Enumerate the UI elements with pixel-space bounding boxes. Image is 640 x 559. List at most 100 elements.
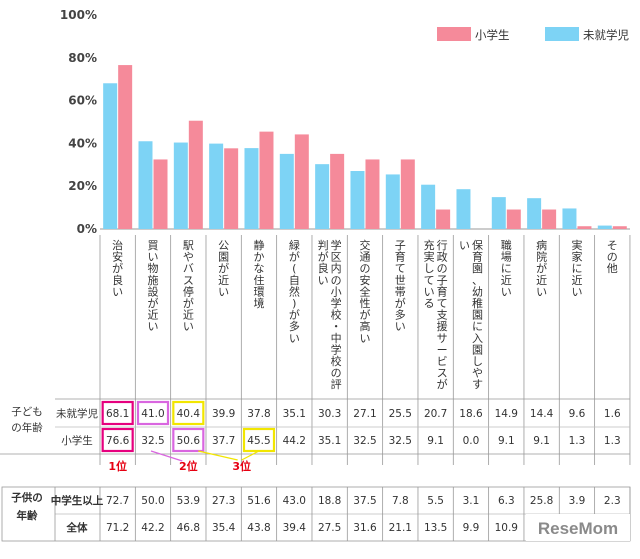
category-label-char: ( (292, 262, 296, 275)
table-cell: 71.2 (106, 522, 129, 534)
category-label-char: 静 (253, 238, 264, 252)
bar-preschool (350, 171, 365, 229)
category-label-char: 、 (472, 274, 483, 287)
category-label-char: の (607, 251, 618, 264)
category-label-char: の (437, 262, 448, 275)
category-label-char: が (395, 296, 406, 310)
category-label-char: 性 (359, 296, 370, 310)
category-label-char: や (183, 251, 194, 264)
category-label-char: ー (437, 343, 448, 356)
category-label-char: 近 (183, 309, 194, 322)
category-label-char: 良 (112, 273, 123, 287)
rank-connector (241, 450, 260, 461)
table-group-label: の年齢 (11, 421, 43, 434)
category-label-char: 園 (472, 262, 483, 275)
category-label-char: の (331, 367, 342, 380)
category-label-char: 物 (147, 261, 158, 275)
category-label-char: い (147, 251, 158, 264)
category-label-char: 評 (331, 377, 342, 391)
table-cell: 68.1 (106, 408, 129, 420)
table-cell: 6.3 (498, 495, 515, 507)
bar-preschool (209, 143, 224, 229)
category-label-char: か (253, 251, 264, 264)
table-cell: 2.3 (604, 495, 621, 507)
category-label-char: し (424, 262, 435, 275)
watermark-background (526, 514, 630, 541)
watermark: ReseMom (526, 514, 630, 541)
table-group-label: 年齢 (17, 509, 38, 522)
table-cell: 21.1 (389, 522, 412, 534)
category-label-char: 交 (359, 238, 370, 252)
category-label-char: ・ (331, 320, 342, 333)
category-label-char: な (253, 262, 264, 275)
table-cell: 44.2 (283, 435, 306, 447)
rank-connector (198, 450, 238, 461)
category-label-char: 安 (112, 250, 123, 264)
category-label-char: が (359, 308, 370, 322)
table-row-label: 小学生 (61, 434, 93, 447)
bar-elementary (294, 134, 309, 229)
category-label-char: 家 (571, 250, 582, 264)
category-labels: 治安が良い買い物施設が近い駅やバス停が近い公園が近い静かな住環境緑が(自然)が多… (99, 235, 631, 465)
category-label-char: 良 (318, 261, 329, 275)
rank2-highlight (136, 400, 170, 426)
y-tick-label: 100% (60, 8, 97, 22)
table-cell: 14.9 (495, 408, 518, 420)
table-cell: 43.8 (247, 522, 270, 534)
bar-preschool (562, 208, 577, 229)
category-label-char: 実 (571, 238, 582, 252)
bar-preschool (491, 197, 506, 229)
category-label-char: 安 (359, 273, 370, 287)
table-cell: 1.3 (569, 435, 586, 447)
table-cell: 13.5 (424, 522, 447, 534)
category-label-char: い (112, 285, 123, 298)
category-label-char: 区 (331, 251, 342, 264)
table-cell: 25.5 (389, 408, 412, 420)
bar-elementary (436, 209, 451, 229)
category-label-char: 子 (437, 274, 448, 287)
category-label-char: 治 (112, 238, 123, 252)
category-label-char: の (359, 262, 370, 275)
category-label-char: 内 (331, 261, 342, 275)
category-label-char: す (472, 378, 483, 391)
table-cell: 18.8 (318, 495, 341, 507)
bar-elementary (612, 226, 627, 229)
table-cell: 5.5 (427, 495, 444, 507)
table-cell: 30.3 (318, 408, 341, 420)
table-cell: 40.4 (177, 408, 201, 420)
category-label-char: に (571, 262, 582, 275)
category-label-char: 公 (218, 239, 229, 252)
category-label-char: 小 (331, 285, 342, 298)
table-cell: 41.0 (141, 408, 164, 420)
category-label-char: い (536, 285, 547, 298)
bar-elementary (188, 120, 203, 229)
category-label-char: し (472, 355, 483, 368)
category-label-char: い (459, 239, 470, 252)
category-label-char: バ (183, 262, 194, 275)
category-label-char: い (147, 320, 158, 333)
bar-preschool (315, 164, 330, 229)
table-cell: 72.7 (106, 495, 129, 507)
bar-preschool (597, 225, 612, 229)
bar-elementary (118, 65, 133, 230)
bar-preschool (385, 174, 400, 229)
category-label-char: 他 (607, 262, 618, 275)
category-label-char: が (218, 261, 229, 275)
category-label-char: 近 (147, 309, 158, 322)
category-label-char: 入 (472, 332, 483, 345)
table-cell: 7.8 (392, 495, 409, 507)
category-label-char: 稚 (472, 297, 483, 310)
table-cell: 1.3 (604, 435, 621, 447)
table-cell: 9.9 (463, 522, 480, 534)
category-label-char: が (112, 261, 123, 275)
category-label-char: て (424, 274, 435, 287)
category-label-char: い (218, 285, 229, 298)
category-label-char: サ (437, 332, 448, 345)
table-cell: 9.1 (427, 435, 444, 447)
table-cell: 18.6 (459, 408, 483, 420)
category-label-char: の (331, 274, 342, 287)
table-cell: 32.5 (389, 435, 412, 447)
category-label-char: い (395, 320, 406, 333)
bar-preschool (244, 148, 259, 229)
